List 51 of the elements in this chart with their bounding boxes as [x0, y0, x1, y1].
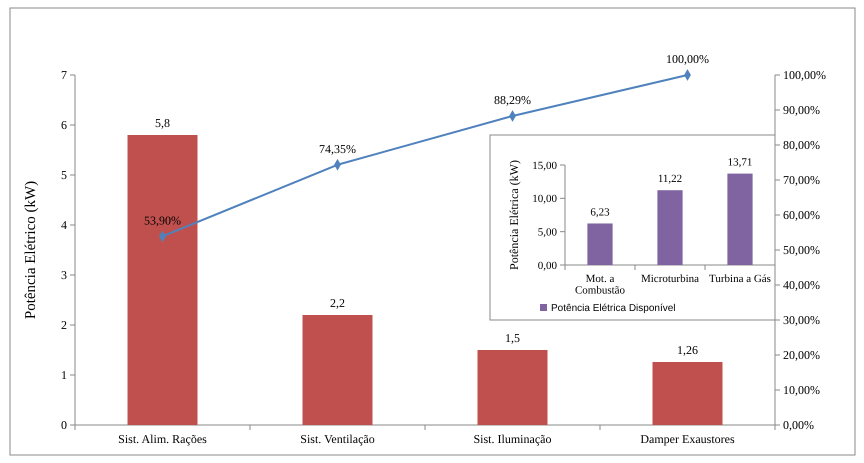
- y-tick-label: 5,00: [538, 226, 558, 239]
- y-tick-label: 0,00: [538, 260, 558, 272]
- y2-tick-label: 40,00%: [783, 278, 820, 292]
- data-label: 1,26: [677, 343, 698, 357]
- y2-tick-label: 0,00%: [783, 418, 814, 432]
- x-tick-label: Damper Exaustores: [640, 432, 735, 446]
- x-tick-label: Sist. Ventilação: [300, 432, 375, 446]
- y-tick-label: 3: [61, 268, 67, 282]
- x-tick-label: Mot. a Combustão: [574, 273, 626, 297]
- bar: [652, 362, 722, 425]
- x-tick-label: Microturbina: [640, 273, 700, 285]
- y2-tick-label: 30,00%: [783, 313, 820, 328]
- y-tick-label: 6: [61, 118, 67, 132]
- data-label: 5,8: [155, 116, 170, 130]
- y2-tick-label: 20,00%: [783, 348, 820, 362]
- data-label: 100,00%: [666, 52, 709, 66]
- y2-tick-label: 50,00%: [783, 243, 820, 258]
- y2-tick-label: 60,00%: [783, 208, 820, 222]
- y2-tick-label: 80,00%: [783, 138, 820, 152]
- y-tick-label: 4: [61, 218, 67, 232]
- bar: [657, 190, 683, 265]
- y-tick-label: 7: [61, 68, 67, 82]
- x-tick-label: Turbina a Gás: [709, 273, 771, 285]
- x-tick-label: Sist. Alim. Rações: [118, 432, 208, 446]
- y-tick-label: 10,00: [532, 193, 558, 206]
- y-axis-title: Potência Elétrica (kW): [507, 160, 521, 270]
- bar: [302, 315, 372, 425]
- data-label: 2,2: [330, 296, 345, 310]
- data-label: 6,23: [590, 206, 610, 218]
- y-tick-label: 5: [61, 168, 67, 182]
- data-label: 53,90%: [144, 213, 181, 228]
- y-tick-label: 1: [61, 368, 67, 382]
- y-tick-label: 15,00: [532, 160, 558, 172]
- legend-label: Potência Elétrica Disponível: [551, 303, 676, 314]
- data-label: 13,71: [728, 156, 752, 169]
- y-tick-label: 2: [61, 318, 67, 332]
- y2-tick-label: 10,00%: [783, 383, 820, 398]
- y2-tick-label: 100,00%: [783, 68, 826, 82]
- data-label: 74,35%: [319, 142, 356, 156]
- data-label: 1,5: [505, 331, 520, 345]
- x-tick-label: Sist. Iluminação: [474, 432, 552, 446]
- data-label: 88,29%: [494, 92, 531, 107]
- bar: [478, 350, 548, 425]
- y-axis-title: Potência Elétrico (kW): [23, 180, 39, 320]
- y2-tick-label: 90,00%: [783, 103, 820, 118]
- y-tick-label: 0: [61, 418, 67, 432]
- data-label: 11,22: [658, 173, 682, 186]
- bar: [727, 174, 753, 265]
- bar: [128, 135, 198, 425]
- y2-tick-label: 70,00%: [783, 173, 820, 188]
- bar: [587, 223, 613, 265]
